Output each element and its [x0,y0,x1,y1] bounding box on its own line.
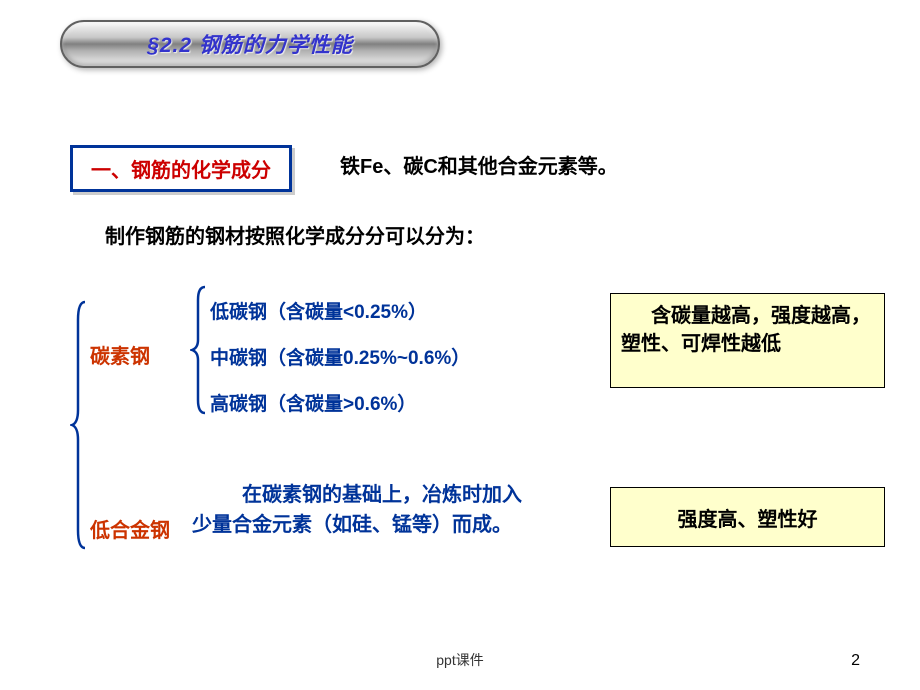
footer-label: ppt课件 [436,650,483,670]
intro-text: 制作钢筋的钢材按照化学成分分可以分为： [105,220,485,249]
alloy-steel-desc: 在碳素钢的基础上，冶炼时加入少量合金元素（如硅、锰等）而成。 [192,480,532,540]
carbon-note-text: 含碳量越高，强度越高，塑性、可焊性越低 [621,305,871,355]
brace-outer-icon [70,300,90,550]
carbon-steel-items: 低碳钢（含碳量<0.25%） 中碳钢（含碳量0.25%~0.6%） 高碳钢（含碳… [210,290,470,428]
section-description: 铁Fe、碳C和其他合金元素等。 [340,150,618,179]
section-heading: 一、钢筋的化学成分 [91,160,271,182]
carbon-steel-label: 碳素钢 [90,340,150,369]
carbon-item-high: 高碳钢（含碳量>0.6%） [210,382,470,428]
alloy-note-box: 强度高、塑性好 [610,487,885,547]
section-heading-box: 一、钢筋的化学成分 [70,145,292,192]
brace-carbon-icon [190,285,210,415]
carbon-item-low: 低碳钢（含碳量<0.25%） [210,290,470,336]
alloy-note-text: 强度高、塑性好 [678,503,818,532]
alloy-steel-label: 低合金钢 [90,514,170,543]
carbon-item-mid: 中碳钢（含碳量0.25%~0.6%） [210,336,470,382]
page-number: 2 [851,652,860,670]
title-banner: §2.2 钢筋的力学性能 [60,20,440,68]
carbon-note-box: 含碳量越高，强度越高，塑性、可焊性越低 [610,293,885,388]
slide-title: §2.2 钢筋的力学性能 [147,29,353,59]
